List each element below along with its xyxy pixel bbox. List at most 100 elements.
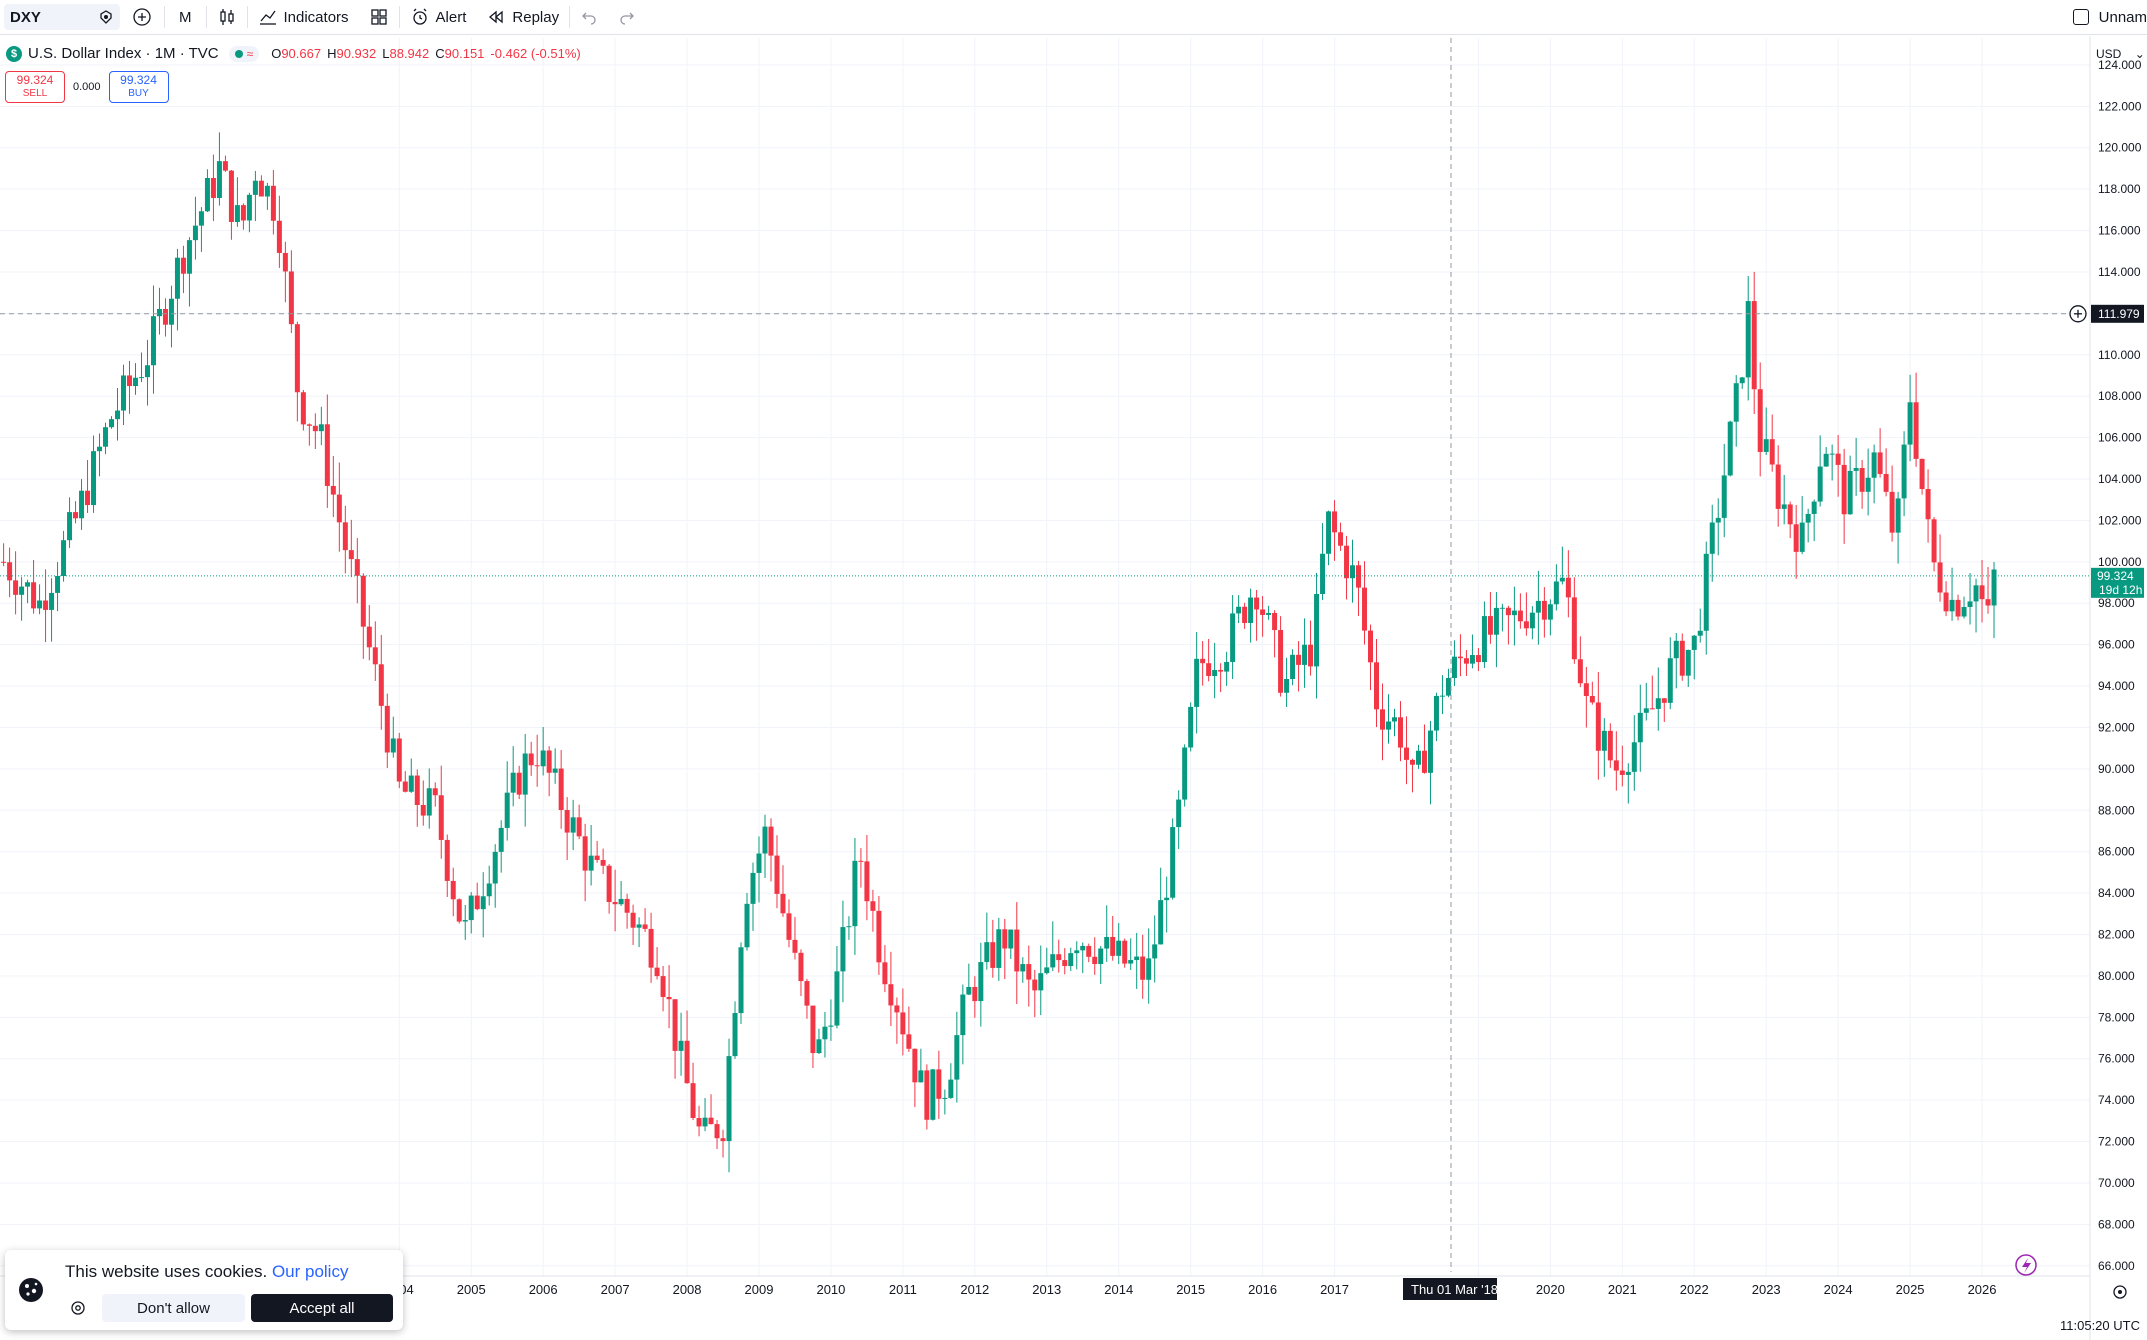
candle-body xyxy=(7,562,13,581)
sell-button[interactable]: 99.324 SELL xyxy=(5,71,65,103)
candle-body xyxy=(1901,444,1907,499)
candle-body xyxy=(1709,522,1715,554)
replay-button[interactable]: Replay xyxy=(476,0,569,34)
symbol-search[interactable]: DXY xyxy=(4,4,120,30)
cookie-settings-icon[interactable] xyxy=(69,1299,87,1317)
candle-body xyxy=(366,626,372,648)
compare-button[interactable] xyxy=(120,0,164,34)
candle-body xyxy=(1332,511,1338,533)
flag-icon[interactable] xyxy=(98,9,114,25)
candle-body xyxy=(480,896,486,910)
candle-body xyxy=(1511,610,1517,616)
price-tick-label: 86.000 xyxy=(2098,845,2135,859)
open-label: O xyxy=(271,46,282,61)
undo-button[interactable] xyxy=(570,0,608,34)
candle-body xyxy=(1937,562,1943,593)
candle-body xyxy=(972,987,978,1002)
layout-checkbox[interactable] xyxy=(2072,9,2089,25)
price-tick-label: 72.000 xyxy=(2098,1135,2135,1149)
candle-body xyxy=(1949,599,1955,612)
candle-body xyxy=(174,257,180,299)
candle-body xyxy=(1889,491,1895,533)
layout-name[interactable]: Unnam xyxy=(2098,8,2147,26)
candle-body xyxy=(1631,742,1637,772)
candle-body xyxy=(1907,402,1913,445)
cookie-policy-link[interactable]: Our policy xyxy=(271,1262,349,1281)
change-value: -0.462 (-0.51%) xyxy=(490,46,581,61)
candle-body xyxy=(1865,477,1871,492)
candle-body xyxy=(786,913,792,940)
redo-button[interactable] xyxy=(608,0,646,34)
candle-body xyxy=(1703,553,1709,631)
candle-body xyxy=(132,377,138,387)
candle-body xyxy=(1200,658,1206,664)
candle-body xyxy=(504,792,510,828)
symbol-title[interactable]: U.S. Dollar Index · 1M · TVC xyxy=(28,45,219,62)
candle-body xyxy=(462,920,468,922)
currency-selector[interactable]: USD ⌄ xyxy=(2096,47,2145,61)
candle-body xyxy=(1469,655,1475,664)
templates-button[interactable] xyxy=(359,0,399,34)
candle-body xyxy=(1667,658,1673,703)
accept-all-button[interactable]: Accept all xyxy=(251,1294,393,1322)
candles-icon xyxy=(217,7,237,27)
market-status-pill[interactable]: ≈ xyxy=(228,45,260,62)
interval-button[interactable]: M xyxy=(165,0,206,34)
candle-body xyxy=(1697,630,1703,636)
candle-body xyxy=(1811,501,1817,514)
chart-type-button[interactable] xyxy=(207,0,247,34)
candle-body xyxy=(774,855,780,894)
candle-body xyxy=(1763,439,1769,452)
time-tick-label: 2008 xyxy=(673,1282,702,1297)
utc-clock[interactable]: 11:05:20 UTC xyxy=(2060,1318,2140,1333)
candle-body xyxy=(1194,658,1200,707)
candle-body xyxy=(858,860,864,862)
candle-body xyxy=(1236,606,1242,614)
time-tick-label: 2013 xyxy=(1032,1282,1061,1297)
candle-body xyxy=(828,1025,834,1027)
candle-body xyxy=(103,427,109,447)
candle-body xyxy=(984,942,990,963)
candle-body xyxy=(1625,771,1631,775)
price-tick-label: 90.000 xyxy=(2098,762,2135,776)
candle-body xyxy=(672,999,678,1051)
candle-body xyxy=(1637,712,1643,743)
buy-button[interactable]: 99.324 BUY xyxy=(108,71,169,103)
rewind-icon xyxy=(486,7,506,27)
alert-button[interactable]: Alert xyxy=(400,0,477,34)
candle-body xyxy=(1128,960,1134,964)
grid-icon xyxy=(369,7,389,27)
time-tick-label: 2011 xyxy=(889,1282,917,1297)
time-tick-label: 2016 xyxy=(1248,1282,1277,1297)
candle-body xyxy=(1140,956,1146,980)
candle-body xyxy=(270,185,276,221)
candle-body xyxy=(252,180,258,195)
price-tick-label: 84.000 xyxy=(2098,886,2135,900)
candle-body xyxy=(1571,597,1577,660)
candle-body xyxy=(210,177,216,198)
candle-body xyxy=(91,451,97,506)
candle-body xyxy=(1439,695,1445,697)
candle-body xyxy=(486,883,492,897)
price-tick-label: 82.000 xyxy=(2098,928,2135,942)
indicators-button[interactable]: Indicators xyxy=(248,0,359,34)
candle-body xyxy=(654,967,660,977)
candle-body xyxy=(294,324,300,393)
candle-body xyxy=(1134,956,1140,961)
buy-price: 99.324 xyxy=(120,73,157,87)
candle-body xyxy=(97,446,103,452)
dont-allow-button[interactable]: Don't allow xyxy=(102,1294,245,1322)
time-tick-label: 2010 xyxy=(816,1282,845,1297)
candle-body xyxy=(1308,644,1314,667)
price-tick-label: 74.000 xyxy=(2098,1093,2135,1107)
candle-body xyxy=(384,705,390,753)
toolbar-divider xyxy=(398,6,400,28)
candle-body xyxy=(708,1117,714,1125)
candle-body xyxy=(19,586,25,595)
candle-body xyxy=(1362,587,1368,631)
candle-body xyxy=(1032,979,1038,991)
candle-body xyxy=(336,494,342,523)
candle-body xyxy=(1691,635,1697,650)
layout-area: Unnam xyxy=(2072,0,2147,34)
